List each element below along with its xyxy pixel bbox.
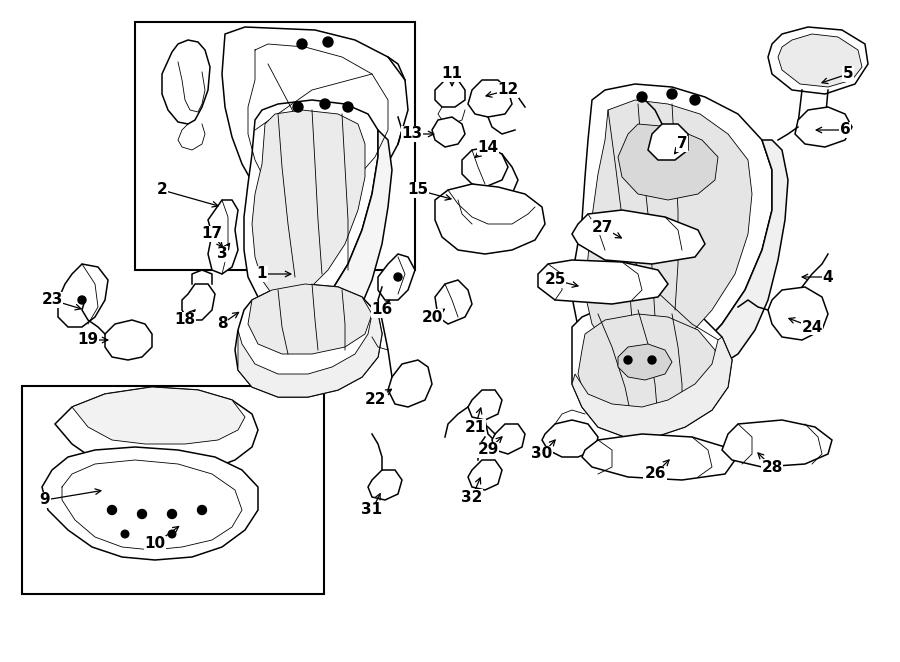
Polygon shape <box>312 130 392 324</box>
Circle shape <box>343 102 353 112</box>
Text: 3: 3 <box>217 246 228 261</box>
Text: 30: 30 <box>531 446 553 461</box>
Polygon shape <box>572 84 772 370</box>
Polygon shape <box>432 117 465 147</box>
Polygon shape <box>42 447 258 560</box>
Polygon shape <box>538 260 668 304</box>
Polygon shape <box>572 337 732 437</box>
Text: 4: 4 <box>823 269 833 285</box>
Text: 27: 27 <box>591 220 613 234</box>
Text: 28: 28 <box>761 459 783 475</box>
Polygon shape <box>368 470 402 500</box>
Text: 29: 29 <box>477 442 499 457</box>
Text: 15: 15 <box>408 183 428 197</box>
Text: 22: 22 <box>364 393 386 408</box>
Polygon shape <box>492 424 525 454</box>
Circle shape <box>78 296 86 304</box>
Polygon shape <box>435 184 545 254</box>
Circle shape <box>624 356 632 364</box>
Text: 13: 13 <box>401 126 423 142</box>
Text: 10: 10 <box>144 536 166 551</box>
Circle shape <box>107 506 116 514</box>
Circle shape <box>138 510 147 518</box>
Text: 6: 6 <box>840 122 850 138</box>
Circle shape <box>394 273 402 281</box>
Circle shape <box>167 510 176 518</box>
Text: 25: 25 <box>544 273 566 287</box>
Polygon shape <box>698 140 788 364</box>
Polygon shape <box>768 27 868 94</box>
Polygon shape <box>572 300 732 437</box>
Polygon shape <box>435 80 465 107</box>
Polygon shape <box>795 107 852 147</box>
Text: 32: 32 <box>462 489 482 504</box>
Polygon shape <box>208 200 238 274</box>
Polygon shape <box>648 124 688 160</box>
Circle shape <box>648 356 656 364</box>
Polygon shape <box>105 320 152 360</box>
Polygon shape <box>618 344 672 380</box>
Text: 12: 12 <box>498 83 518 97</box>
Text: 18: 18 <box>175 312 195 328</box>
Text: 1: 1 <box>256 267 267 281</box>
Circle shape <box>197 506 206 514</box>
Polygon shape <box>252 110 365 297</box>
Polygon shape <box>462 147 508 187</box>
Polygon shape <box>468 80 512 117</box>
Polygon shape <box>55 387 258 474</box>
Polygon shape <box>768 287 828 340</box>
Polygon shape <box>542 420 598 457</box>
Text: 21: 21 <box>464 420 486 434</box>
Circle shape <box>293 102 303 112</box>
Polygon shape <box>585 100 752 357</box>
Polygon shape <box>572 210 705 264</box>
Polygon shape <box>182 284 215 320</box>
Circle shape <box>297 39 307 49</box>
Polygon shape <box>778 34 862 87</box>
Text: 31: 31 <box>362 502 382 518</box>
Text: 26: 26 <box>644 467 666 481</box>
Polygon shape <box>135 22 415 270</box>
Polygon shape <box>722 420 832 467</box>
Polygon shape <box>72 387 245 444</box>
Circle shape <box>168 530 176 538</box>
Text: 11: 11 <box>442 66 463 81</box>
Polygon shape <box>468 460 502 490</box>
Circle shape <box>320 99 330 109</box>
Circle shape <box>323 37 333 47</box>
Text: 17: 17 <box>202 226 222 242</box>
Polygon shape <box>378 254 415 300</box>
Polygon shape <box>222 27 408 217</box>
Polygon shape <box>58 264 108 327</box>
Text: 8: 8 <box>217 316 228 332</box>
Polygon shape <box>435 280 472 324</box>
Polygon shape <box>238 314 382 397</box>
Text: 16: 16 <box>372 303 392 318</box>
Polygon shape <box>388 360 432 407</box>
Text: 5: 5 <box>842 66 853 81</box>
Text: 24: 24 <box>801 320 823 334</box>
Text: 9: 9 <box>40 493 50 508</box>
Text: 20: 20 <box>421 310 443 324</box>
Circle shape <box>690 95 700 105</box>
Polygon shape <box>468 390 502 420</box>
Text: 23: 23 <box>41 293 63 308</box>
Text: 14: 14 <box>477 140 499 154</box>
Polygon shape <box>235 284 382 397</box>
Circle shape <box>667 89 677 99</box>
Circle shape <box>637 92 647 102</box>
Polygon shape <box>618 124 718 200</box>
Text: 19: 19 <box>77 332 99 348</box>
Circle shape <box>122 530 129 538</box>
Polygon shape <box>162 40 210 124</box>
Polygon shape <box>248 284 372 354</box>
Text: 2: 2 <box>157 183 167 197</box>
Polygon shape <box>244 100 378 314</box>
Polygon shape <box>22 386 324 594</box>
Text: 7: 7 <box>677 136 688 152</box>
Polygon shape <box>582 434 735 480</box>
Polygon shape <box>578 314 718 424</box>
